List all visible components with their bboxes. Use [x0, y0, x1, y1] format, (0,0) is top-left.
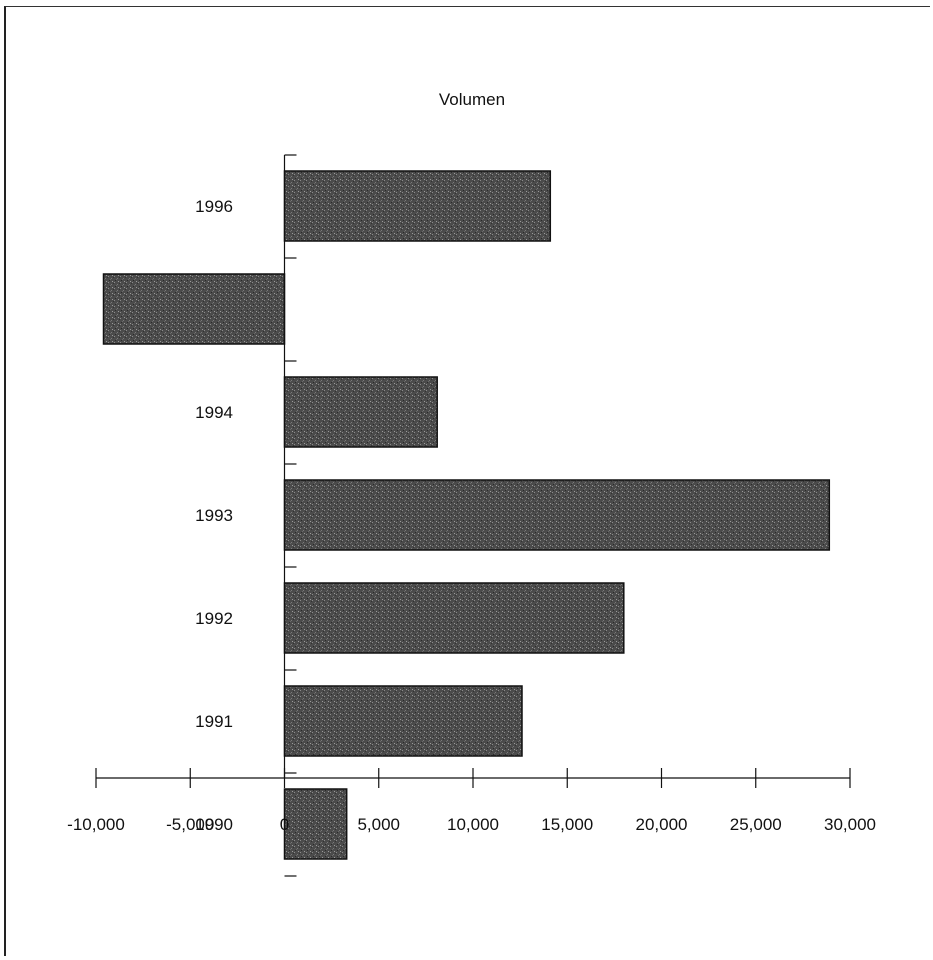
x-tick-label: -5,000	[166, 815, 214, 834]
category-label-1990: 1990	[195, 815, 233, 834]
labels-group: 1996 1994 1993 1992 1991 1990 -10,000 -5,000 0 5,…	[67, 197, 876, 834]
x-tick-label: 10,000	[447, 815, 499, 834]
category-label-1991: 1991	[195, 712, 233, 731]
bar-1994	[283, 376, 438, 448]
x-tick-label: 0	[280, 815, 289, 834]
chart-frame	[4, 6, 930, 956]
x-tick-label: -10,000	[67, 815, 125, 834]
x-tick-label: 5,000	[357, 815, 400, 834]
chart-title: Volumen	[439, 90, 505, 109]
x-tick-label: 20,000	[636, 815, 688, 834]
category-label-1993: 1993	[195, 506, 233, 525]
x-tick-label: 30,000	[824, 815, 876, 834]
x-tick-label: 25,000	[730, 815, 782, 834]
bar-1991	[283, 685, 523, 757]
category-label-1996: 1996	[195, 197, 233, 216]
category-label-1994: 1994	[195, 403, 233, 422]
bar-1992	[283, 582, 625, 654]
bar-1995	[102, 273, 286, 345]
bar-1993	[283, 479, 831, 551]
x-tick-label: 15,000	[541, 815, 593, 834]
bar-1990	[283, 788, 348, 860]
bar-1996	[283, 170, 552, 242]
axes-group	[95, 154, 851, 877]
category-label-1992: 1992	[195, 609, 233, 628]
